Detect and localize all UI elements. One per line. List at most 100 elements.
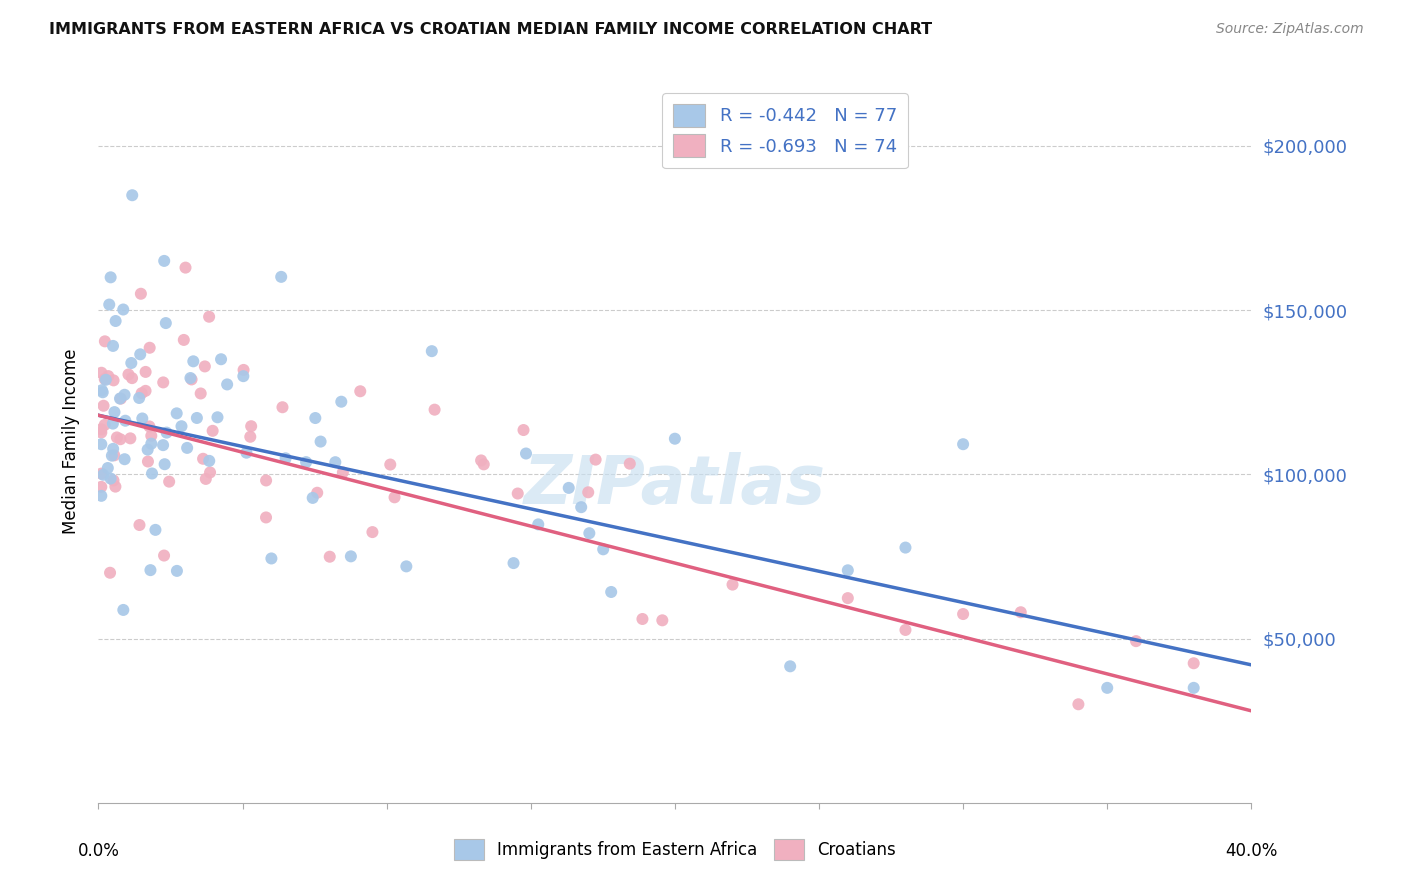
Point bbox=[108, 392, 131, 406]
Point bbox=[90, 366, 112, 380]
Point bbox=[157, 475, 180, 489]
Point bbox=[207, 410, 229, 425]
Point bbox=[138, 341, 160, 355]
Point bbox=[101, 339, 124, 353]
Point bbox=[103, 373, 125, 387]
Point bbox=[90, 467, 112, 481]
Point bbox=[152, 438, 174, 452]
Point bbox=[135, 384, 157, 398]
Point bbox=[138, 419, 160, 434]
Point bbox=[472, 458, 495, 472]
Point bbox=[145, 523, 167, 537]
Text: IMMIGRANTS FROM EASTERN AFRICA VS CROATIAN MEDIAN FAMILY INCOME CORRELATION CHAR: IMMIGRANTS FROM EASTERN AFRICA VS CROATI… bbox=[49, 22, 932, 37]
Point bbox=[395, 559, 418, 574]
Point bbox=[420, 344, 443, 359]
Point bbox=[136, 454, 159, 468]
Point bbox=[114, 452, 136, 467]
Point bbox=[779, 659, 801, 673]
Point bbox=[952, 437, 974, 451]
Point bbox=[217, 377, 239, 392]
Point bbox=[721, 577, 744, 591]
Point bbox=[101, 449, 124, 463]
Point bbox=[239, 430, 262, 444]
Point bbox=[91, 467, 114, 482]
Point bbox=[94, 372, 117, 386]
Point bbox=[129, 347, 152, 361]
Text: 0.0%: 0.0% bbox=[77, 842, 120, 860]
Point bbox=[349, 384, 371, 399]
Point bbox=[209, 352, 232, 367]
Point bbox=[129, 286, 152, 301]
Point bbox=[131, 386, 153, 401]
Point bbox=[1067, 698, 1090, 712]
Point bbox=[173, 333, 195, 347]
Point bbox=[105, 430, 128, 444]
Point bbox=[135, 365, 157, 379]
Point bbox=[527, 517, 550, 532]
Point bbox=[423, 402, 446, 417]
Point bbox=[576, 485, 599, 500]
Point bbox=[1097, 681, 1119, 695]
Point bbox=[307, 485, 329, 500]
Point bbox=[578, 526, 600, 541]
Point bbox=[117, 368, 139, 382]
Point bbox=[1182, 657, 1205, 671]
Point bbox=[90, 437, 112, 451]
Point bbox=[664, 432, 686, 446]
Point bbox=[319, 549, 342, 564]
Point bbox=[128, 391, 150, 405]
Point bbox=[121, 371, 143, 385]
Point bbox=[121, 188, 143, 202]
Point bbox=[104, 314, 127, 328]
Point bbox=[190, 386, 212, 401]
Point bbox=[384, 491, 406, 505]
Point bbox=[166, 406, 188, 420]
Point bbox=[323, 455, 346, 469]
Point bbox=[198, 466, 221, 480]
Point bbox=[585, 452, 607, 467]
Point bbox=[166, 564, 188, 578]
Point bbox=[198, 454, 221, 468]
Text: Source: ZipAtlas.com: Source: ZipAtlas.com bbox=[1216, 22, 1364, 37]
Point bbox=[103, 474, 125, 488]
Point bbox=[153, 549, 176, 563]
Point bbox=[952, 607, 974, 621]
Point bbox=[103, 405, 125, 419]
Point bbox=[254, 474, 277, 488]
Point bbox=[1182, 681, 1205, 695]
Point bbox=[152, 376, 174, 390]
Point bbox=[592, 542, 614, 557]
Point bbox=[837, 591, 859, 606]
Point bbox=[295, 455, 318, 469]
Text: ZIPatlas: ZIPatlas bbox=[524, 452, 825, 518]
Point bbox=[136, 442, 159, 457]
Point bbox=[194, 359, 217, 374]
Point bbox=[174, 260, 197, 275]
Point bbox=[103, 448, 125, 462]
Point bbox=[97, 369, 120, 384]
Point bbox=[101, 417, 124, 431]
Point bbox=[361, 525, 384, 540]
Point bbox=[235, 446, 257, 460]
Point bbox=[112, 603, 135, 617]
Point bbox=[153, 457, 176, 471]
Point bbox=[240, 419, 263, 434]
Point bbox=[90, 422, 112, 436]
Point bbox=[179, 371, 201, 385]
Point bbox=[141, 429, 163, 443]
Point bbox=[1125, 634, 1147, 648]
Point bbox=[271, 401, 294, 415]
Point bbox=[120, 356, 142, 370]
Point bbox=[98, 566, 121, 580]
Point bbox=[330, 394, 353, 409]
Point bbox=[100, 270, 122, 285]
Point bbox=[100, 471, 122, 485]
Point bbox=[340, 549, 363, 564]
Point bbox=[90, 489, 112, 503]
Point bbox=[619, 457, 641, 471]
Point bbox=[153, 253, 176, 268]
Point bbox=[141, 436, 163, 450]
Point bbox=[110, 432, 132, 446]
Point bbox=[93, 417, 115, 432]
Point bbox=[90, 425, 112, 440]
